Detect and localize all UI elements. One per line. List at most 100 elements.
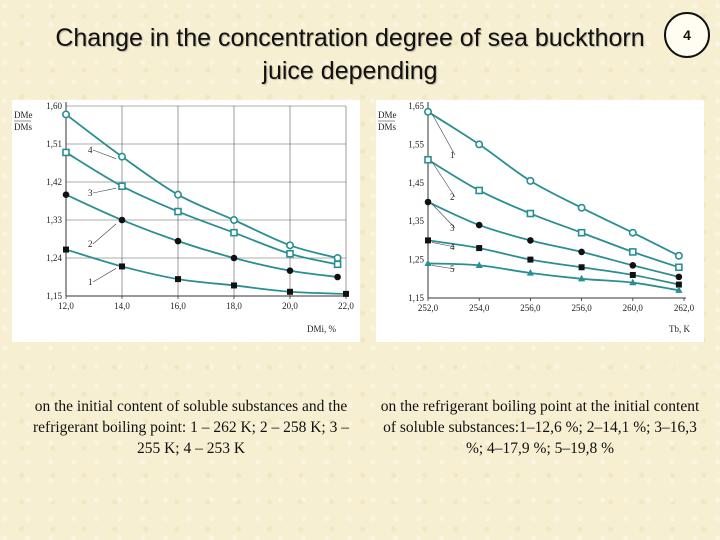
caption-left: on the initial content of soluble substa…	[33, 398, 349, 457]
y-tick-label: 1,55	[408, 139, 424, 149]
series-label-4: 4	[88, 145, 93, 155]
data-point	[578, 274, 586, 282]
data-point	[174, 207, 182, 216]
data-point	[475, 140, 484, 149]
x-tick-label: 14,0	[114, 301, 130, 311]
data-point	[476, 245, 483, 252]
x-tick-label: 260,0	[623, 303, 644, 313]
data-point	[629, 271, 636, 278]
data-point	[628, 228, 637, 237]
x-tick-label: 252,0	[418, 303, 439, 313]
x-tick-label: 16,0	[170, 301, 186, 311]
caption-right: on the refrigerant boiling point at the …	[380, 398, 700, 457]
series-line-5	[427, 262, 680, 292]
data-point	[230, 216, 239, 225]
data-point	[334, 273, 341, 281]
x-tick-label: 256,0	[520, 303, 541, 313]
series-leader-line	[92, 187, 117, 194]
x-tick-label: 12,0	[58, 301, 74, 311]
data-point	[61, 110, 70, 119]
y-axis-label-denominator: DMs	[14, 122, 33, 132]
series-line-1	[65, 248, 347, 295]
data-point	[333, 254, 342, 263]
series-line-3	[427, 201, 680, 278]
data-point	[118, 182, 126, 191]
data-point	[475, 186, 483, 195]
series-line-2	[65, 193, 338, 278]
data-point	[629, 262, 637, 269]
data-point	[63, 246, 69, 253]
data-point	[578, 264, 585, 271]
data-point	[174, 237, 182, 245]
data-point	[175, 276, 181, 283]
x-tick-label: 254,0	[469, 303, 490, 313]
data-point	[425, 237, 431, 244]
data-point	[174, 190, 183, 199]
data-point	[526, 176, 535, 185]
data-point	[675, 286, 683, 293]
chart-concentration-vs-initial-content: 12,0 14,0 16,0 18,0 20,0 22,0 1,15 1,24 1,33 1,42…	[12, 100, 360, 342]
series-label-3: 3	[450, 223, 455, 233]
data-point	[119, 263, 125, 270]
data-point	[674, 251, 683, 260]
data-point	[62, 191, 70, 198]
x-tick-label: 20,0	[282, 301, 298, 311]
data-point	[287, 288, 293, 295]
series-leader-line	[92, 223, 117, 245]
data-point	[118, 216, 126, 224]
data-point	[118, 152, 127, 161]
series-leader-line	[431, 265, 456, 270]
x-axis-label: DMi, %	[307, 324, 337, 334]
data-point	[629, 278, 637, 286]
chart-concentration-vs-boiling-point: 252,0 254,0 256,0 256,0 260,0 262,0 1,15 1,25 1,…	[376, 100, 704, 342]
y-tick-label: 1,60	[46, 101, 62, 111]
y-axis-label-numerator: DMe	[378, 110, 397, 120]
series-label-1: 1	[88, 277, 93, 287]
x-tick-label: 22,0	[338, 301, 354, 311]
data-point	[333, 260, 342, 269]
data-point	[231, 282, 237, 289]
series-leader-line	[92, 149, 117, 159]
series-line-4	[427, 239, 680, 286]
slide-title: Change in the concentration degree of se…	[55, 24, 645, 85]
y-tick-label: 1,65	[408, 101, 424, 111]
y-tick-label: 1,42	[46, 177, 62, 187]
series-label-5: 5	[450, 264, 455, 274]
series-line-1	[427, 111, 680, 257]
x-axis-label: Tb, K	[669, 324, 690, 334]
data-point	[424, 259, 432, 267]
series-leader-line	[92, 268, 117, 283]
series-label-4: 4	[450, 242, 455, 252]
data-point	[526, 209, 535, 218]
data-point	[577, 203, 586, 212]
data-point	[230, 228, 238, 237]
data-point	[230, 254, 238, 262]
y-tick-label: 1,15	[408, 293, 424, 303]
data-point	[286, 249, 294, 258]
y-axis-label-denominator: DMs	[378, 122, 397, 132]
data-point	[285, 241, 294, 250]
series-label-3: 3	[88, 188, 93, 198]
data-point	[577, 228, 586, 237]
data-point	[526, 269, 534, 276]
series-line-2	[427, 158, 680, 269]
y-tick-label: 1,24	[46, 253, 62, 263]
data-point	[675, 281, 682, 288]
y-tick-label: 1,33	[46, 215, 62, 225]
data-point	[629, 248, 637, 256]
series-label-1: 1	[450, 150, 455, 160]
data-point	[675, 273, 683, 281]
data-point	[578, 248, 585, 256]
y-axis-label-numerator: DMe	[14, 110, 33, 120]
x-tick-label: 262,0	[674, 303, 695, 313]
x-tick-label: 256,0	[571, 303, 592, 313]
y-tick-label: 1,51	[46, 139, 62, 149]
y-tick-label: 1,45	[408, 178, 424, 188]
series-leader-line	[431, 113, 456, 156]
series-label-2: 2	[88, 239, 93, 249]
slide-number-badge: 4	[664, 12, 710, 58]
series-leader-line	[431, 242, 456, 248]
data-point	[527, 237, 534, 244]
data-point	[343, 290, 349, 297]
data-point	[675, 263, 683, 272]
